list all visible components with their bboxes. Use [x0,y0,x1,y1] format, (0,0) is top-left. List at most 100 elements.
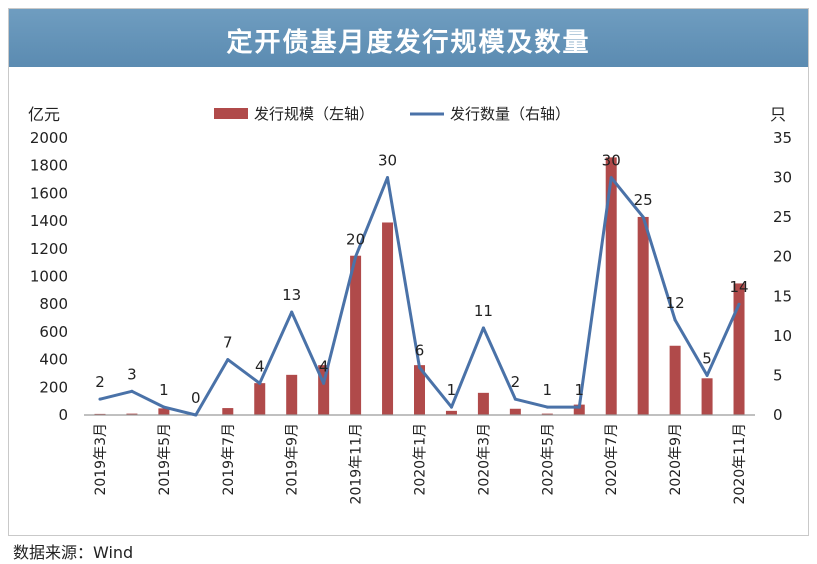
x-tick-label: 2019年7月 [221,423,237,496]
legend-bar-label: 发行规模（左轴） [254,105,374,123]
line-data-label: 3 [127,365,137,383]
x-tick-label: 2020年11月 [732,423,748,504]
line-data-label: 1 [447,381,457,399]
bar [158,408,170,415]
line-point [513,397,517,401]
left-tick-label: 1800 [30,157,68,175]
bar [733,283,745,415]
source-note: 数据来源：Wind [13,543,134,562]
bar [541,413,553,415]
right-tick-label: 30 [773,169,792,187]
line-point [194,413,198,417]
chart-title: 定开债基月度发行规模及数量 [226,28,591,58]
title-bar: 定开债基月度发行规模及数量 [9,9,808,67]
line-point [705,373,709,377]
bar [573,404,585,415]
line-data-label: 4 [319,357,329,375]
left-tick-label: 2000 [30,129,68,147]
bar [605,157,617,415]
bar [509,408,521,415]
line-point [98,397,102,401]
line-data-label: 11 [474,302,493,320]
line-point [641,215,645,219]
line-data-label: 0 [191,389,201,407]
left-tick-label: 0 [58,406,68,424]
x-tick-label: 2019年9月 [285,423,301,496]
right-tick-label: 20 [773,248,792,266]
line-data-label: 12 [666,294,685,312]
line-data-label: 6 [415,342,425,360]
x-tick-label: 2020年9月 [668,423,684,496]
line-point [290,310,294,314]
line-data-label: 1 [159,381,169,399]
bar [318,365,330,415]
bar [382,222,394,415]
right-axis-unit: 只 [770,105,786,124]
line-data-label: 14 [729,278,748,296]
legend-bar-swatch [214,108,248,119]
bar [126,413,138,415]
x-tick-label: 2020年5月 [540,423,556,496]
line-point [545,405,549,409]
line-point [609,176,613,180]
chart-frame: 定开债基月度发行规模及数量 [8,8,809,536]
line-point [577,405,581,409]
bar [477,392,489,415]
line-point [322,381,326,385]
right-tick-label: 25 [773,208,792,226]
x-tick-label: 2020年1月 [413,423,429,496]
left-tick-label: 1000 [30,268,68,286]
x-tick-label: 2020年7月 [604,423,620,496]
right-tick-label: 35 [773,129,792,147]
x-tick-label: 2019年11月 [349,423,365,504]
left-axis-unit: 亿元 [28,105,60,124]
bar [637,216,649,415]
x-tick-label: 2019年5月 [157,423,173,496]
bar [701,378,713,415]
line-data-label: 25 [634,191,653,209]
left-tick-label: 1400 [30,212,68,230]
bar [669,345,681,415]
line-data-label: 2 [511,373,521,391]
line-point [386,176,390,180]
line-data-label: 1 [574,381,584,399]
right-tick-label: 10 [773,327,792,345]
bar [414,365,425,415]
x-tick-label: 2020年3月 [476,423,492,496]
line-point [418,366,421,370]
line-data-label: 20 [346,231,365,249]
chart-canvas: 亿元 只0200400600800100012001400160018002000… [28,105,792,504]
line-data-label: 13 [282,286,301,304]
bar [254,383,266,415]
line-point [673,318,677,322]
left-tick-label: 600 [39,323,68,341]
line-data-label: 2 [95,373,105,391]
line-point [354,255,358,259]
bar [350,255,362,415]
line-point [162,405,166,409]
line-point [737,302,741,306]
left-tick-label: 1600 [30,184,68,202]
bar [445,410,457,415]
right-tick-label: 0 [773,406,783,424]
line-point [226,358,230,362]
line-data-label: 30 [378,152,397,170]
line-point [258,381,262,385]
right-tick-label: 15 [773,287,792,305]
left-tick-label: 400 [39,351,68,369]
bar [222,408,234,415]
line-point [449,405,453,409]
line-point [481,326,485,330]
right-tick-label: 5 [773,366,783,384]
line-data-label: 30 [602,152,621,170]
line-data-label: 4 [255,357,265,375]
bar [286,374,298,415]
line-data-label: 5 [702,349,712,367]
line-data-label: 1 [543,381,553,399]
left-tick-label: 800 [39,295,68,313]
legend-line-label: 发行数量（右轴） [450,105,570,123]
x-tick-label: 2019年3月 [93,423,109,496]
line-data-label: 7 [223,334,233,352]
line-point [130,389,134,393]
left-tick-label: 1200 [30,240,68,258]
